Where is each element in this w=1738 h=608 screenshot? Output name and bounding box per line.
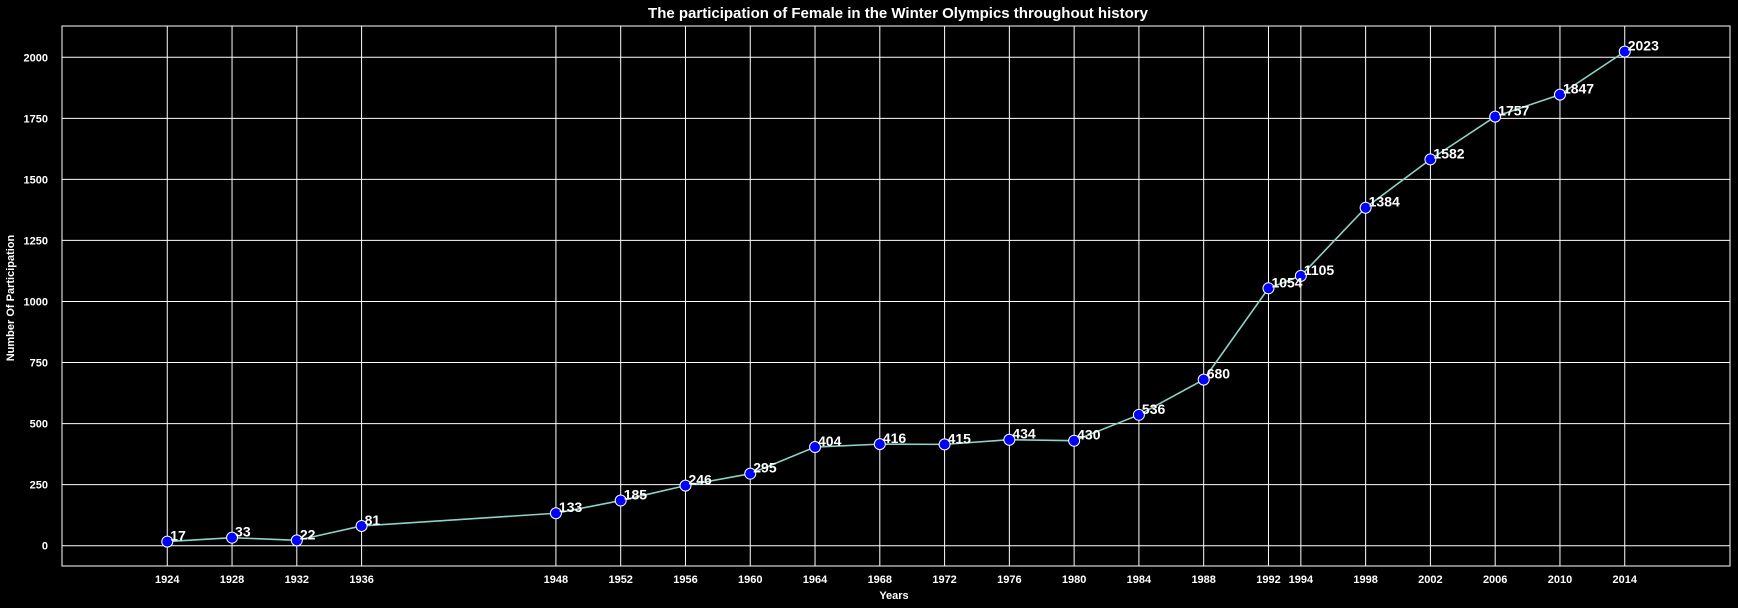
data-point [290, 534, 303, 547]
data-label: 1384 [1369, 194, 1400, 210]
data-point [679, 479, 692, 492]
x-tick-label: 1952 [608, 574, 632, 586]
data-label: 17 [170, 528, 186, 544]
x-tick-label: 1980 [1062, 574, 1086, 586]
x-axis-label: Years [879, 590, 908, 602]
x-tick-label: 1972 [932, 574, 956, 586]
y-tick-label: 500 [30, 419, 48, 431]
data-label: 22 [300, 526, 316, 542]
x-tick-label: 1936 [349, 574, 373, 586]
data-label: 536 [1142, 401, 1166, 417]
y-tick-label: 1250 [24, 235, 48, 247]
grid [62, 26, 1730, 566]
y-tick-label: 250 [30, 480, 48, 492]
y-tick-label: 1000 [24, 296, 48, 308]
data-point [549, 507, 562, 520]
data-label: 404 [818, 433, 842, 449]
data-label: 133 [559, 499, 583, 515]
data-point [1553, 88, 1566, 101]
data-label: 430 [1077, 427, 1101, 443]
data-label: 680 [1207, 366, 1231, 382]
x-tick-label: 1976 [997, 574, 1021, 586]
tick-labels: 1924 1928 1932 1936 1948 1952 1956 1960 1964 1968… [24, 52, 1638, 586]
x-tick-label: 1960 [738, 574, 762, 586]
x-tick-label: 2006 [1483, 574, 1507, 586]
data-label: 1582 [1433, 145, 1464, 161]
data-point [1197, 373, 1210, 386]
y-tick-label: 1750 [24, 113, 48, 125]
data-label: 434 [1012, 426, 1036, 442]
data-point [355, 519, 368, 532]
data-label: 1105 [1304, 262, 1335, 278]
x-tick-label: 2014 [1612, 574, 1637, 586]
data-point [1359, 201, 1372, 214]
data-label: 295 [753, 460, 777, 476]
axes-frame [61, 25, 1731, 567]
data-point [809, 441, 822, 454]
data-point [938, 438, 951, 451]
x-tick-label: 1992 [1256, 574, 1280, 586]
data-label: 2023 [1628, 38, 1659, 54]
data-label: 246 [688, 472, 712, 488]
data-label: 415 [948, 430, 972, 446]
data-label: 416 [883, 430, 907, 446]
x-tick-label: 1948 [544, 574, 568, 586]
data-labels: 17 33 22 81 133 185 246 295 404 416 415 434 430 536 68… [170, 38, 1659, 544]
y-tick-label: 750 [30, 358, 48, 370]
data-point [1132, 408, 1145, 421]
x-tick-label: 1956 [673, 574, 697, 586]
data-label: 185 [624, 487, 648, 503]
data-point [1618, 45, 1631, 58]
data-point [161, 535, 174, 548]
data-point [1262, 282, 1275, 295]
data-label: 1847 [1563, 81, 1594, 97]
data-point [614, 494, 627, 507]
chart-title: The participation of Female in the Winte… [648, 5, 1149, 22]
x-tick-label: 1968 [868, 574, 892, 586]
data-label: 1054 [1271, 274, 1302, 290]
data-label: 33 [235, 524, 251, 540]
series [161, 45, 1631, 548]
x-tick-label: 1994 [1289, 574, 1314, 586]
data-point [1424, 153, 1437, 166]
data-point [744, 467, 757, 480]
data-point [1294, 269, 1307, 282]
plot-border [61, 25, 1731, 567]
series-line [167, 50, 1626, 543]
x-tick-label: 1988 [1191, 574, 1215, 586]
x-tick-label: 2010 [1548, 574, 1572, 586]
data-point [873, 438, 886, 451]
y-axis-label: Number Of Participation [5, 234, 17, 361]
y-tick-label: 0 [42, 541, 48, 553]
data-point [1003, 433, 1016, 446]
x-tick-label: 1984 [1127, 574, 1152, 586]
data-label: 1757 [1498, 103, 1529, 119]
x-tick-label: 1998 [1353, 574, 1377, 586]
y-tick-label: 1500 [24, 174, 48, 186]
data-point [1068, 434, 1081, 447]
data-point [1489, 110, 1502, 123]
x-tick-label: 1928 [220, 574, 244, 586]
data-label: 81 [365, 512, 381, 528]
x-tick-label: 1932 [285, 574, 309, 586]
x-tick-label: 1964 [803, 574, 828, 586]
data-point [226, 531, 239, 544]
x-tick-label: 2002 [1418, 574, 1442, 586]
y-tick-label: 2000 [24, 52, 48, 64]
x-tick-label: 1924 [155, 574, 180, 586]
